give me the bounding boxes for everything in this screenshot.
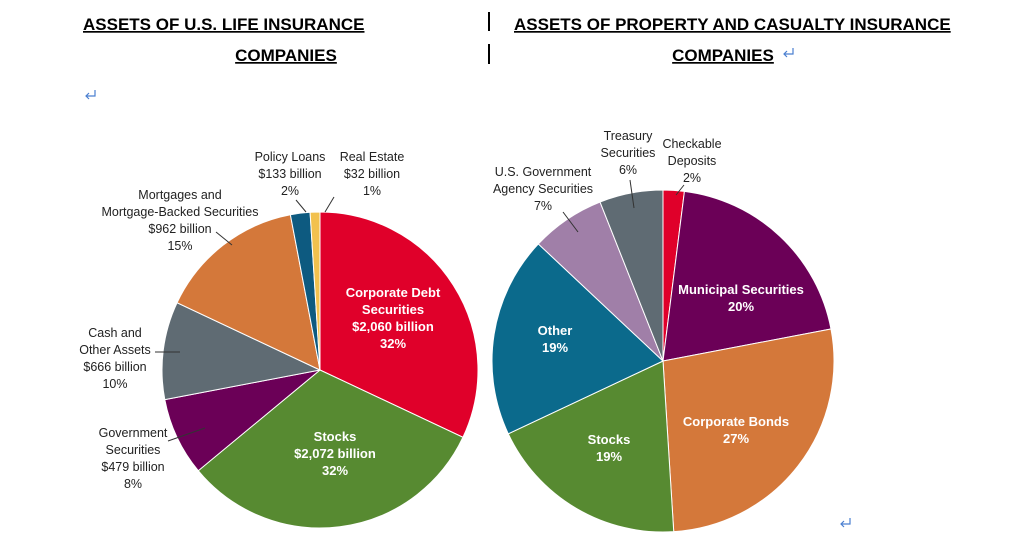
slice-label-line: Securities xyxy=(601,146,656,160)
leader-line xyxy=(167,427,206,442)
amount-label: $2,072 billion xyxy=(294,446,376,461)
percent-label: 6% xyxy=(619,163,637,177)
slice-label-line: Corporate Debt xyxy=(346,285,441,300)
amount-label: $666 billion xyxy=(83,360,146,374)
slice-label-line: Corporate Bonds xyxy=(683,414,789,429)
chart-title-line: COMPANIES xyxy=(235,46,337,65)
percent-label: 32% xyxy=(380,336,406,351)
slice-label: U.S. Government Agency Securities xyxy=(493,165,593,196)
leader-line xyxy=(295,199,307,213)
paragraph-mark xyxy=(783,48,794,58)
chart-title: ASSETS OF U.S. LIFE INSURANCE COMPANIES xyxy=(83,15,364,65)
pie-slice xyxy=(197,369,464,529)
slice-label-line: U.S. Government xyxy=(495,165,592,179)
chart-title: ASSETS OF PROPERTY AND CASUALTY INSURANC… xyxy=(514,15,951,65)
percent-label: 32% xyxy=(322,463,348,478)
slice-label: Stocks xyxy=(314,429,357,444)
pie-slice xyxy=(662,328,835,533)
slice-label-line: Deposits xyxy=(668,154,717,168)
slice-label: Government Securities xyxy=(99,426,168,457)
percent-label: 10% xyxy=(102,377,127,391)
slice-label-line: Other Assets xyxy=(79,343,151,357)
percent-label: 2% xyxy=(281,184,299,198)
chart-title-line: ASSETS OF U.S. LIFE INSURANCE xyxy=(83,15,364,34)
amount-label: $479 billion xyxy=(101,460,164,474)
percent-label: 15% xyxy=(167,239,192,253)
percent-label: 8% xyxy=(124,477,142,491)
slice-label: Cash and Other Assets xyxy=(79,326,151,357)
slice-label-line: Mortgage-Backed Securities xyxy=(101,205,258,219)
slice-label-line: Checkable xyxy=(662,137,721,151)
slice-label-line: Real Estate xyxy=(340,150,405,164)
leader-line xyxy=(215,231,233,246)
pie-slice xyxy=(176,214,321,371)
slice-label: Other xyxy=(538,323,573,338)
slice-label-line: Mortgages and xyxy=(138,188,221,202)
percent-label: 27% xyxy=(723,431,749,446)
percent-label: 7% xyxy=(534,199,552,213)
paragraph-mark xyxy=(840,518,851,528)
slice-label: Municipal Securities xyxy=(678,282,804,297)
slice-label-line: Securities xyxy=(106,443,161,457)
percent-label: 20% xyxy=(728,299,754,314)
slice-label: Real Estate xyxy=(340,150,405,164)
slice-label: Corporate Bonds xyxy=(683,414,789,429)
percent-label: 2% xyxy=(683,171,701,185)
pie-slice xyxy=(599,189,664,362)
slice-label-line: Government xyxy=(99,426,168,440)
slice-label-line: Stocks xyxy=(314,429,357,444)
pie-slice xyxy=(491,243,664,435)
percent-label: 19% xyxy=(542,340,568,355)
percent-label: 1% xyxy=(363,184,381,198)
slice-label: Policy Loans xyxy=(255,150,326,164)
slice-label-line: Stocks xyxy=(588,432,631,447)
slice-label: Mortgages and Mortgage-Backed Securities xyxy=(101,188,258,219)
leader-line xyxy=(324,196,335,213)
slice-label: Stocks xyxy=(588,432,631,447)
leader-line xyxy=(629,179,635,209)
slice-label-line: Municipal Securities xyxy=(678,282,804,297)
amount-label: $2,060 billion xyxy=(352,319,434,334)
chart-title-line: COMPANIES xyxy=(672,46,774,65)
slice-label: Corporate Debt Securities xyxy=(346,285,441,317)
percent-label: 19% xyxy=(596,449,622,464)
paragraph-mark xyxy=(85,90,96,100)
chart-title-line: ASSETS OF PROPERTY AND CASUALTY INSURANC… xyxy=(514,15,951,34)
pie-slice xyxy=(507,360,675,533)
amount-label: $133 billion xyxy=(258,167,321,181)
slice-label-line: Agency Securities xyxy=(493,182,593,196)
slice-label-line: Other xyxy=(538,323,573,338)
slice-label-line: Treasury xyxy=(604,129,654,143)
pie-slice xyxy=(319,211,479,438)
slice-label-line: Cash and xyxy=(88,326,142,340)
leader-line xyxy=(562,211,579,233)
slice-label: Treasury Securities xyxy=(601,129,656,160)
slice-label-line: Securities xyxy=(362,302,424,317)
pie-slice xyxy=(309,211,321,371)
slice-label-line: Policy Loans xyxy=(255,150,326,164)
pie-slice xyxy=(662,190,832,362)
pie-slice xyxy=(161,302,322,401)
slice-label: Checkable Deposits xyxy=(662,137,721,168)
amount-label: $962 billion xyxy=(148,222,211,236)
leader-line xyxy=(675,184,685,196)
amount-label: $32 billion xyxy=(344,167,400,181)
